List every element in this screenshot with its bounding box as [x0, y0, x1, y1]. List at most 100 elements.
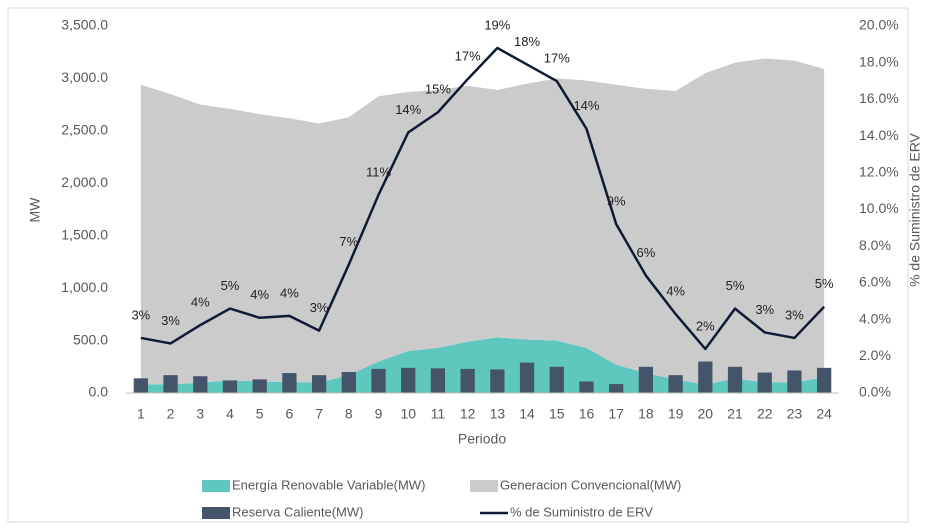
- y-tick-label: 500.0: [73, 331, 108, 347]
- data-label: 7%: [339, 234, 358, 249]
- bar: [401, 367, 416, 393]
- data-label: 14%: [573, 98, 599, 113]
- data-label: 6%: [636, 245, 655, 260]
- bar: [133, 378, 148, 393]
- bar: [341, 372, 356, 393]
- x-tick-label: 19: [668, 406, 684, 422]
- bar: [282, 373, 297, 393]
- x-tick-label: 8: [345, 406, 353, 422]
- x-tick-label: 14: [519, 406, 535, 422]
- x-tick-label: 9: [375, 406, 383, 422]
- x-tick-label: 21: [727, 406, 743, 422]
- data-label: 9%: [607, 194, 626, 209]
- bar: [638, 366, 654, 393]
- x-tick-label: 6: [285, 406, 293, 422]
- legend-swatch: [470, 480, 498, 492]
- bar: [163, 375, 178, 393]
- data-label: 4%: [191, 295, 210, 310]
- bar: [490, 369, 505, 393]
- data-label: 3%: [755, 302, 774, 317]
- y-tick-label: 3,500.0: [61, 17, 108, 33]
- y-tick-label: 1,000.0: [61, 279, 108, 295]
- x-tick-label: 12: [460, 406, 476, 422]
- data-label: 5%: [726, 278, 745, 293]
- data-label: 18%: [514, 34, 540, 49]
- data-label: 3%: [131, 307, 150, 322]
- data-label: 3%: [161, 313, 180, 328]
- y2-tick-label: 12.0%: [859, 164, 899, 180]
- x-tick-label: 10: [400, 406, 416, 422]
- data-label: 19%: [484, 17, 510, 32]
- data-label: 3%: [310, 300, 329, 315]
- x-tick-label: 11: [431, 406, 446, 422]
- y2-tick-label: 20.0%: [859, 17, 899, 33]
- x-axis-label: Periodo: [458, 431, 506, 447]
- bar: [311, 375, 327, 393]
- y-tick-label: 1,500.0: [61, 226, 108, 242]
- y2-tick-label: 2.0%: [859, 347, 891, 363]
- data-label: 17%: [544, 50, 570, 65]
- x-tick-label: 20: [698, 406, 714, 422]
- area: [140, 337, 825, 393]
- y2-tick-label: 0.0%: [859, 384, 891, 400]
- bar: [252, 379, 267, 393]
- legend-swatch: [202, 480, 230, 492]
- x-tick-label: 22: [757, 406, 773, 422]
- y2-tick-label: 10.0%: [859, 200, 899, 216]
- x-tick-label: 18: [638, 406, 654, 422]
- legend-label: % de Suministro de ERV: [510, 504, 653, 519]
- area: [140, 58, 825, 385]
- data-label: 14%: [395, 102, 421, 117]
- y2-tick-label: 14.0%: [859, 127, 899, 143]
- y-tick-label: 3,000.0: [61, 69, 108, 85]
- bar: [222, 380, 238, 393]
- bar: [371, 368, 386, 393]
- y2-tick-label: 18.0%: [859, 53, 899, 69]
- y-tick-label: 0.0: [89, 384, 109, 400]
- y2-axis-label: % de Suministro de ERV: [907, 132, 923, 286]
- bar: [193, 376, 208, 393]
- bar: [757, 372, 772, 393]
- data-label: 17%: [455, 49, 481, 64]
- data-label: 4%: [250, 287, 269, 302]
- x-tick-label: 23: [787, 406, 803, 422]
- x-tick-label: 5: [256, 406, 264, 422]
- data-label: 5%: [221, 278, 240, 293]
- data-label: 2%: [696, 318, 715, 333]
- bar: [549, 366, 564, 393]
- bar: [430, 368, 446, 393]
- legend-label: Energía Renovable Variable(MW): [232, 477, 425, 492]
- y2-tick-label: 16.0%: [859, 90, 899, 106]
- bar: [817, 367, 832, 393]
- x-tick-label: 1: [137, 406, 145, 422]
- y-tick-label: 2,000.0: [61, 174, 108, 190]
- bar: [519, 362, 535, 393]
- x-tick-label: 2: [167, 406, 175, 422]
- bar: [698, 361, 713, 393]
- y2-tick-label: 4.0%: [859, 310, 891, 326]
- x-tick-label: 16: [579, 406, 595, 422]
- data-label: 11%: [366, 164, 391, 179]
- data-label: 4%: [666, 284, 685, 299]
- data-label: 15%: [425, 82, 451, 97]
- bar: [579, 381, 594, 393]
- x-tick-label: 15: [549, 406, 565, 422]
- data-label: 5%: [815, 276, 834, 291]
- bar: [609, 384, 624, 393]
- y-tick-label: 2,500.0: [61, 122, 108, 138]
- x-tick-label: 17: [608, 406, 624, 422]
- y-axis-label: MW: [27, 197, 43, 223]
- x-tick-label: 7: [315, 406, 323, 422]
- legend-label: Generacion Convencional(MW): [500, 477, 681, 492]
- legend-swatch: [202, 507, 230, 519]
- bar: [787, 370, 802, 393]
- x-tick-label: 13: [490, 406, 506, 422]
- line: [140, 46, 826, 351]
- bar: [668, 375, 683, 393]
- legend-label: Reserva Caliente(MW): [232, 504, 363, 519]
- bar: [727, 366, 743, 393]
- x-tick-label: 24: [816, 406, 832, 422]
- data-label: 4%: [280, 285, 299, 300]
- data-label: 3%: [785, 307, 804, 322]
